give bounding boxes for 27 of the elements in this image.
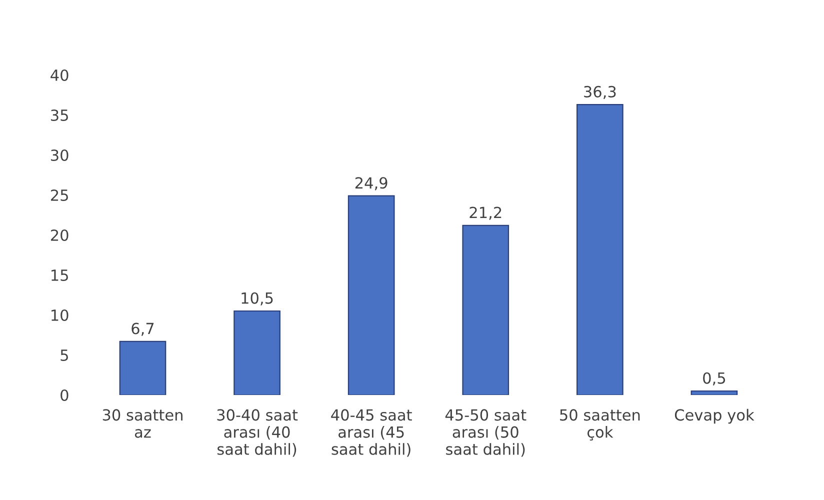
y-tick-label: 5 bbox=[60, 350, 68, 362]
y-tick-label: 20 bbox=[50, 229, 68, 242]
y-tick-label: 0 bbox=[60, 389, 68, 402]
x-tick-label: 30 saatten az bbox=[102, 409, 182, 438]
bar bbox=[462, 224, 510, 395]
y-tick-label: 10 bbox=[52, 309, 68, 322]
y-tick-label: 35 bbox=[51, 109, 68, 122]
data-label: 10,5 bbox=[242, 292, 273, 306]
y-tick-label: 40 bbox=[50, 69, 68, 82]
y-tick-label: 15 bbox=[52, 270, 68, 282]
x-tick-label: 50 saatten çok bbox=[560, 409, 640, 441]
data-label: 36,3 bbox=[584, 86, 616, 100]
bar bbox=[690, 390, 738, 395]
data-label: 21,2 bbox=[470, 206, 502, 220]
x-tick-label: 30-40 saat arası (40 saat dahil) bbox=[217, 409, 298, 457]
y-tick-label: 25 bbox=[50, 189, 68, 202]
data-label: 0,5 bbox=[703, 372, 726, 386]
bar bbox=[119, 340, 166, 395]
x-tick-label: 40-45 saat arası (45 saat dahil) bbox=[331, 409, 412, 457]
bar bbox=[576, 104, 624, 395]
data-label: 6,7 bbox=[132, 322, 154, 336]
bar bbox=[348, 195, 395, 395]
data-label: 24,9 bbox=[355, 177, 388, 190]
y-tick-label: 30 bbox=[51, 149, 68, 162]
x-tick-label: Cevap yok bbox=[674, 408, 754, 424]
x-tick-label: 45-50 saat arası (50 saat dahil) bbox=[445, 409, 526, 457]
bar bbox=[234, 310, 280, 395]
